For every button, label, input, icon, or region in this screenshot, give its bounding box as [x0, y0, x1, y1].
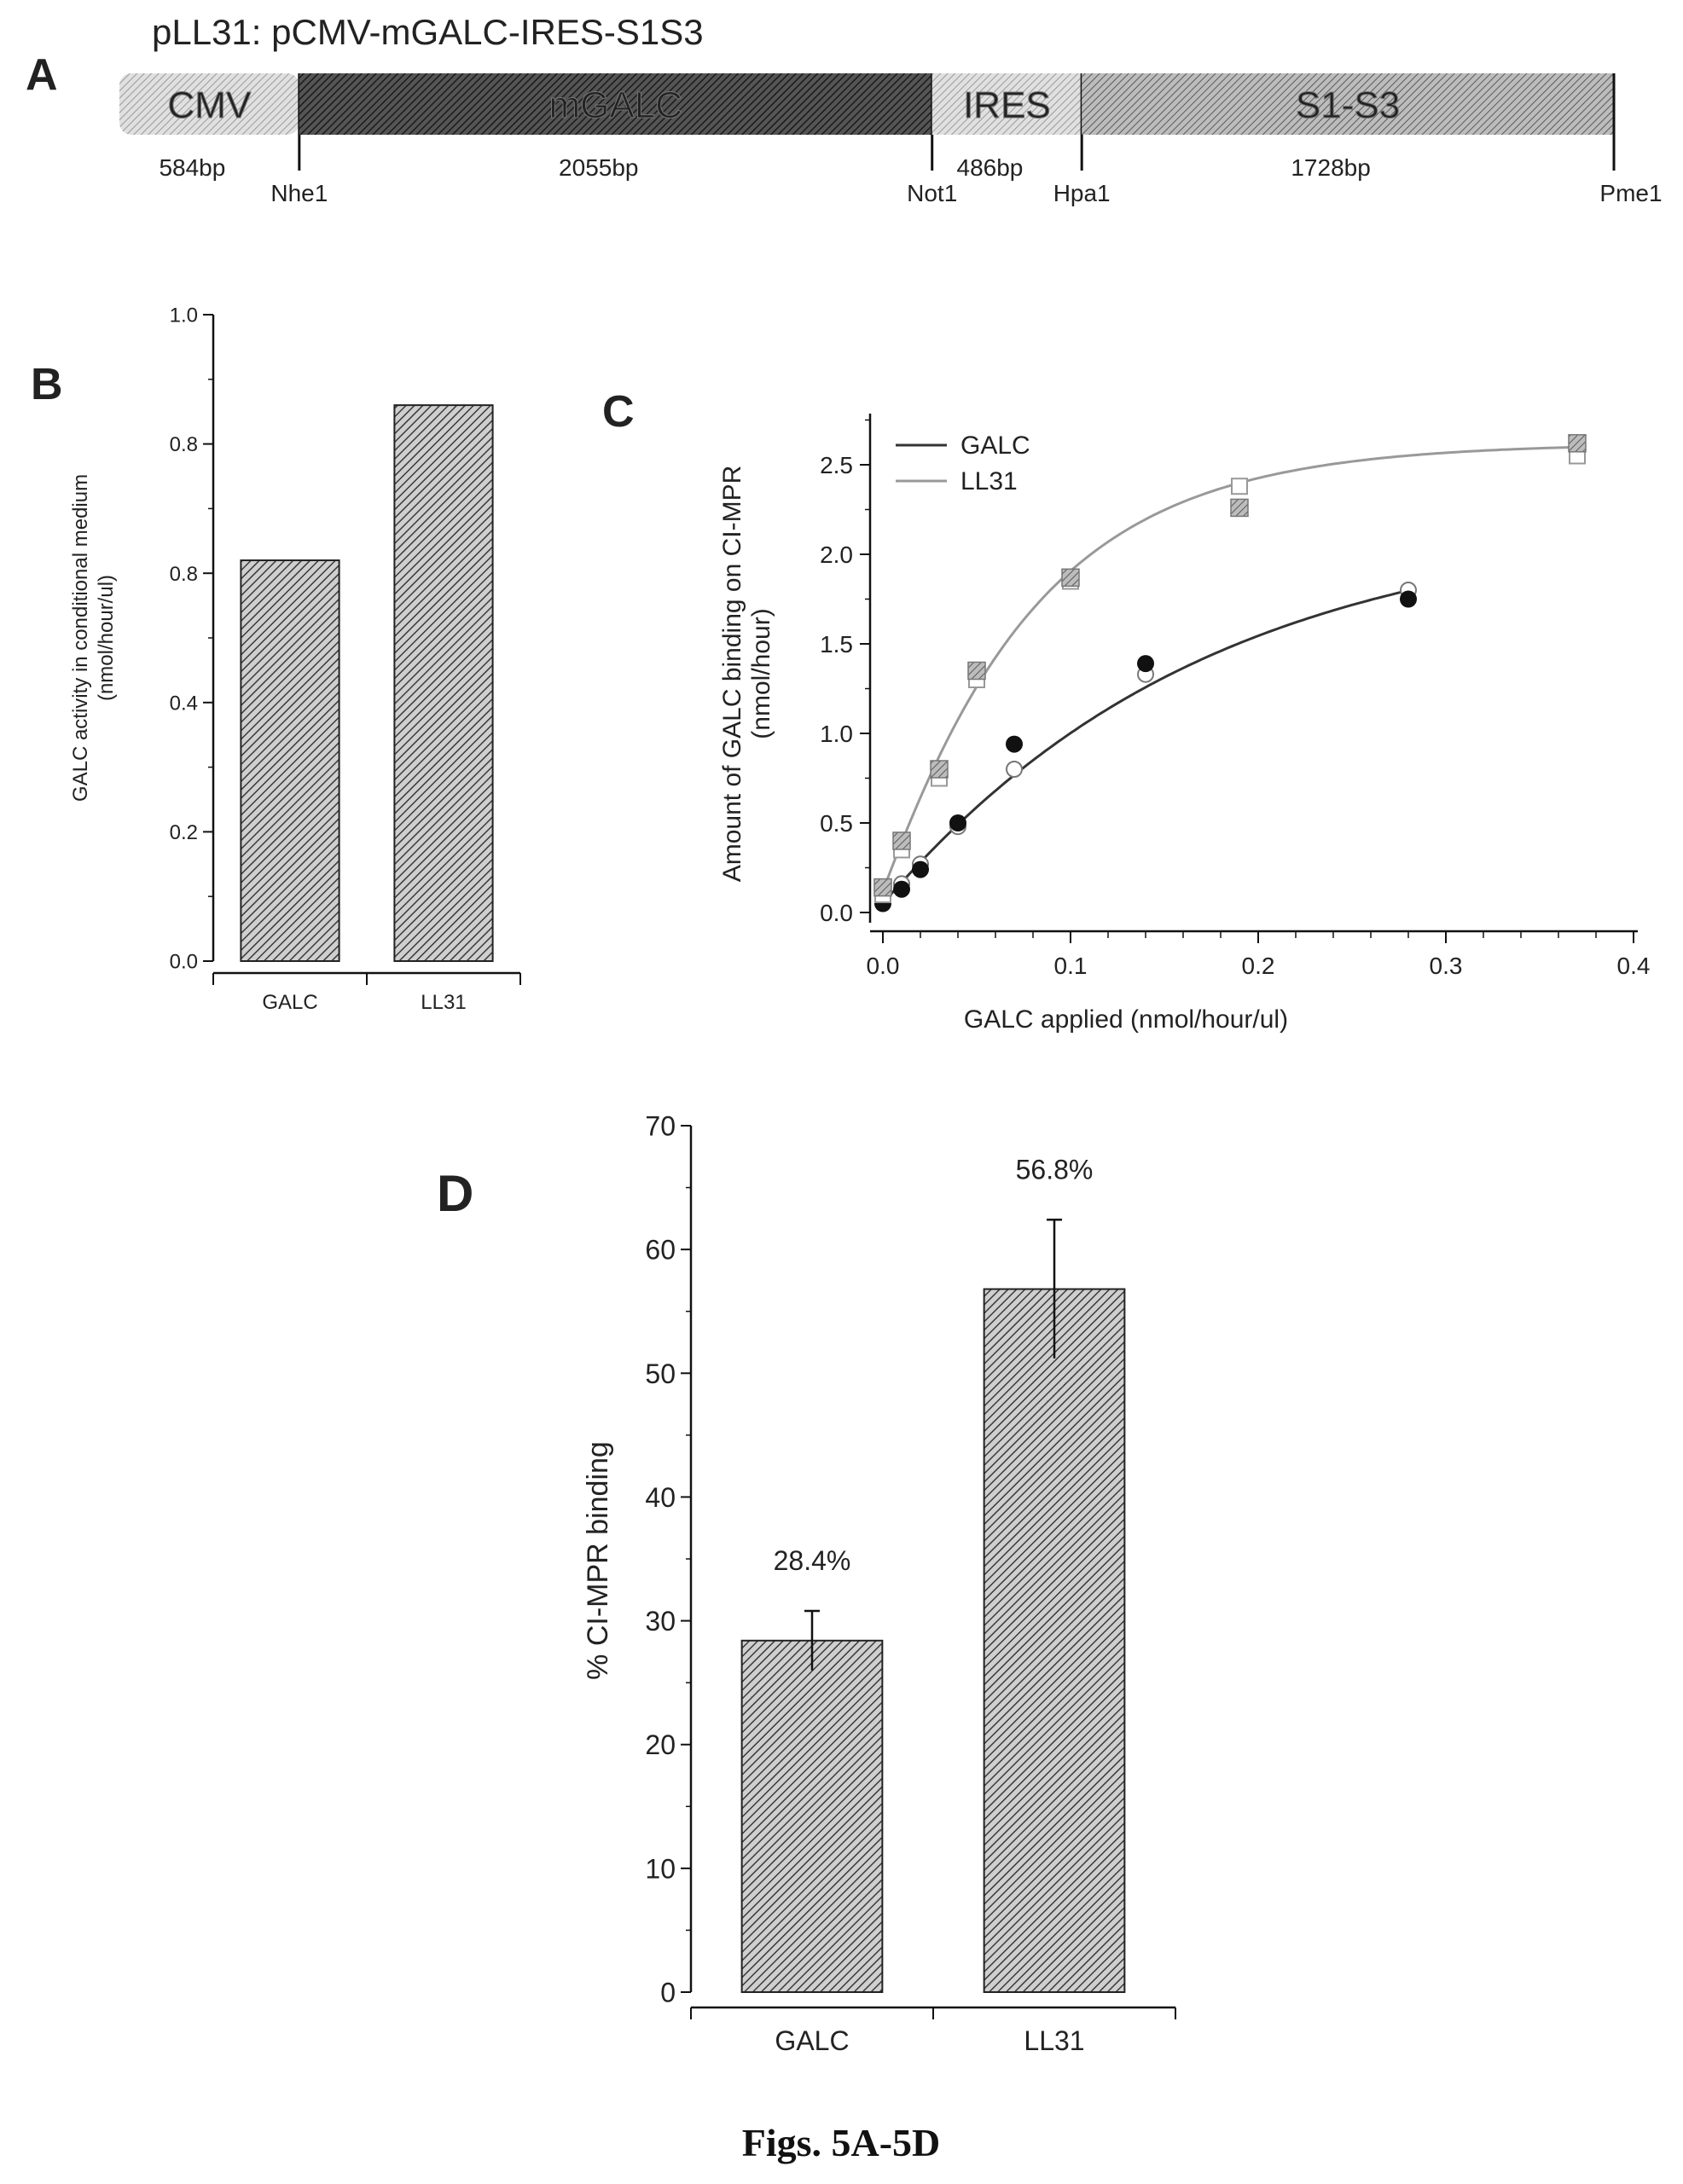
segment-ires: [931, 73, 1082, 135]
x-tick-label: GALC: [262, 991, 317, 1014]
data-label: 56.8%: [1016, 1154, 1094, 1185]
panel-c-letter: C: [602, 387, 635, 437]
y-tick-label: 1.0: [820, 721, 853, 747]
plasmid-title: pLL31: pCMV-mGALC-IRES-S1S3: [152, 12, 704, 52]
y-tick-label: 0.8: [170, 433, 198, 456]
segment-label: mGALC: [549, 84, 682, 126]
fit-curve-ll31: [881, 445, 1578, 892]
x-axis-label: GALC applied (nmol/hour/ul): [964, 1005, 1288, 1034]
data-point-galc: [1137, 655, 1154, 673]
y-tick-label: 20: [645, 1729, 676, 1760]
data-point-ll31: [967, 661, 986, 681]
data-point-ll31: [873, 878, 892, 897]
y-axis-label: Amount of GALC binding on CI-MPR: [718, 466, 746, 883]
data-point-ll31: [1230, 498, 1249, 518]
data-point-ll31-open: [1231, 478, 1248, 495]
data-point-ll31: [930, 760, 949, 779]
panel-c-binding-curve: C 0.0 0.5 1.0 1.5 2.0 2.5 0.0 0.1 0.2 0.3 0.4 GALC …: [602, 387, 1650, 1034]
y-tick-label: 2.5: [820, 452, 853, 478]
panel-a-letter: A: [26, 50, 58, 100]
y-tick-label: 30: [645, 1606, 676, 1637]
legend-label: GALC: [960, 432, 1030, 460]
x-tick-label: 0.1: [1054, 953, 1088, 979]
x-tick-label: LL31: [1024, 2025, 1084, 2056]
data-point-ll31: [892, 831, 911, 850]
y-axis-label-units: (nmol/hour/ul): [95, 575, 118, 701]
segment-cmv: [119, 73, 299, 135]
y-tick-label: 0.8: [170, 563, 198, 586]
y-axis-label: GALC activity in conditional medium: [69, 474, 92, 802]
x-tick-label: GALC: [775, 2025, 849, 2056]
y-tick-label: 50: [645, 1358, 676, 1389]
panel-d-letter: D: [437, 1165, 473, 1222]
y-axis-label-units: (nmol/hour): [747, 608, 775, 739]
segment-label: S1-S3: [1296, 84, 1400, 126]
y-axis-label: % CI-MPR binding: [582, 1441, 614, 1680]
panel-d-bar-chart: D 0 10 20 30 40 50 60 70 GALC 28.4% LL31 56.8% % CI-…: [437, 1111, 1176, 2056]
restriction-site-label: Pme1: [1599, 180, 1662, 206]
y-tick-label: 2.0: [820, 542, 853, 568]
restriction-site-label: Nhe1: [270, 180, 328, 206]
segment-size: 584bp: [159, 154, 225, 181]
legend-label: LL31: [960, 467, 1018, 495]
segment-size: 486bp: [957, 154, 1024, 181]
bar-galc: [740, 1639, 884, 1994]
x-tick-label: 0.4: [1617, 953, 1651, 979]
data-point-galc: [1006, 735, 1023, 753]
y-tick-label: 60: [645, 1235, 676, 1266]
restriction-site-label: Hpa1: [1053, 180, 1111, 206]
segment-size: 2055bp: [559, 154, 638, 181]
y-tick-label: 1.5: [820, 631, 853, 658]
y-tick-label: 0.0: [820, 900, 853, 926]
y-tick-label: 0.0: [170, 951, 198, 974]
panel-b-bar-chart: B 0.0 0.2 0.4 0.8 0.8 1.0 GALC LL31 GALC activit…: [31, 304, 521, 1014]
segment-s1-s3: [1082, 73, 1614, 135]
bar-ll31: [983, 1288, 1126, 1994]
data-point-galc: [1400, 590, 1417, 608]
panel-a-plasmid-map: A pLL31: pCMV-mGALC-IRES-S1S3 CMV 584bp Nh…: [26, 12, 1663, 206]
segment-label: CMV: [168, 84, 252, 126]
x-tick-label: 0.3: [1430, 953, 1463, 979]
y-tick-label: 70: [645, 1111, 676, 1142]
x-tick-label: 0.0: [867, 953, 900, 979]
segment-mgalc: [299, 73, 932, 135]
y-tick-label: 40: [645, 1482, 676, 1513]
y-tick-label: 10: [645, 1853, 676, 1884]
data-point-galc: [912, 860, 929, 878]
y-tick-label: 0.4: [170, 692, 198, 715]
data-point-galc: [893, 880, 910, 898]
data-label: 28.4%: [774, 1545, 851, 1576]
data-point-galc-open: [1006, 761, 1023, 778]
data-point-galc: [949, 814, 966, 831]
y-tick-label: 1.0: [170, 304, 198, 327]
restriction-site-label: Not1: [907, 180, 957, 206]
fit-curve-galc: [881, 588, 1409, 905]
bar-galc: [240, 559, 340, 962]
y-tick-label: 0.2: [170, 821, 198, 844]
x-tick-label: 0.2: [1242, 953, 1275, 979]
x-tick-label: LL31: [421, 991, 466, 1014]
data-point-ll31: [1568, 434, 1587, 453]
figure-caption: Figs. 5A-5D: [742, 2121, 941, 2164]
bar-ll31: [393, 404, 494, 962]
y-tick-label: 0.5: [820, 810, 853, 837]
segment-label: IRES: [963, 84, 1051, 126]
panel-b-letter: B: [31, 360, 63, 409]
segment-size: 1728bp: [1291, 154, 1370, 181]
y-tick-label: 0: [660, 1978, 676, 2008]
data-point-ll31: [1061, 568, 1080, 588]
